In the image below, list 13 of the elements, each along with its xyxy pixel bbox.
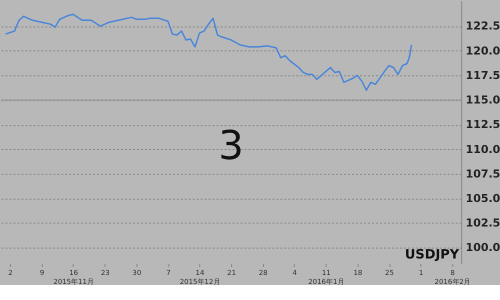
line-series	[4, 14, 412, 91]
y-tick-label: 120.0	[466, 44, 500, 58]
y-tick-label: 102.5	[466, 216, 500, 230]
annotation: 3	[218, 122, 244, 169]
y-tick-label: 110.0	[466, 142, 500, 156]
y-tick-label: 107.5	[466, 167, 500, 180]
y-tick-label: 112.5	[466, 118, 500, 132]
y-tick-label: 122.5	[466, 20, 500, 33]
y-tick-label: 100.0	[466, 241, 500, 254]
y-tick-label: 117.5	[466, 68, 500, 82]
y-tick-label: 105.0	[466, 192, 500, 206]
y-tick-label: 115.0	[466, 94, 500, 107]
text: USDJPY	[404, 248, 460, 263]
